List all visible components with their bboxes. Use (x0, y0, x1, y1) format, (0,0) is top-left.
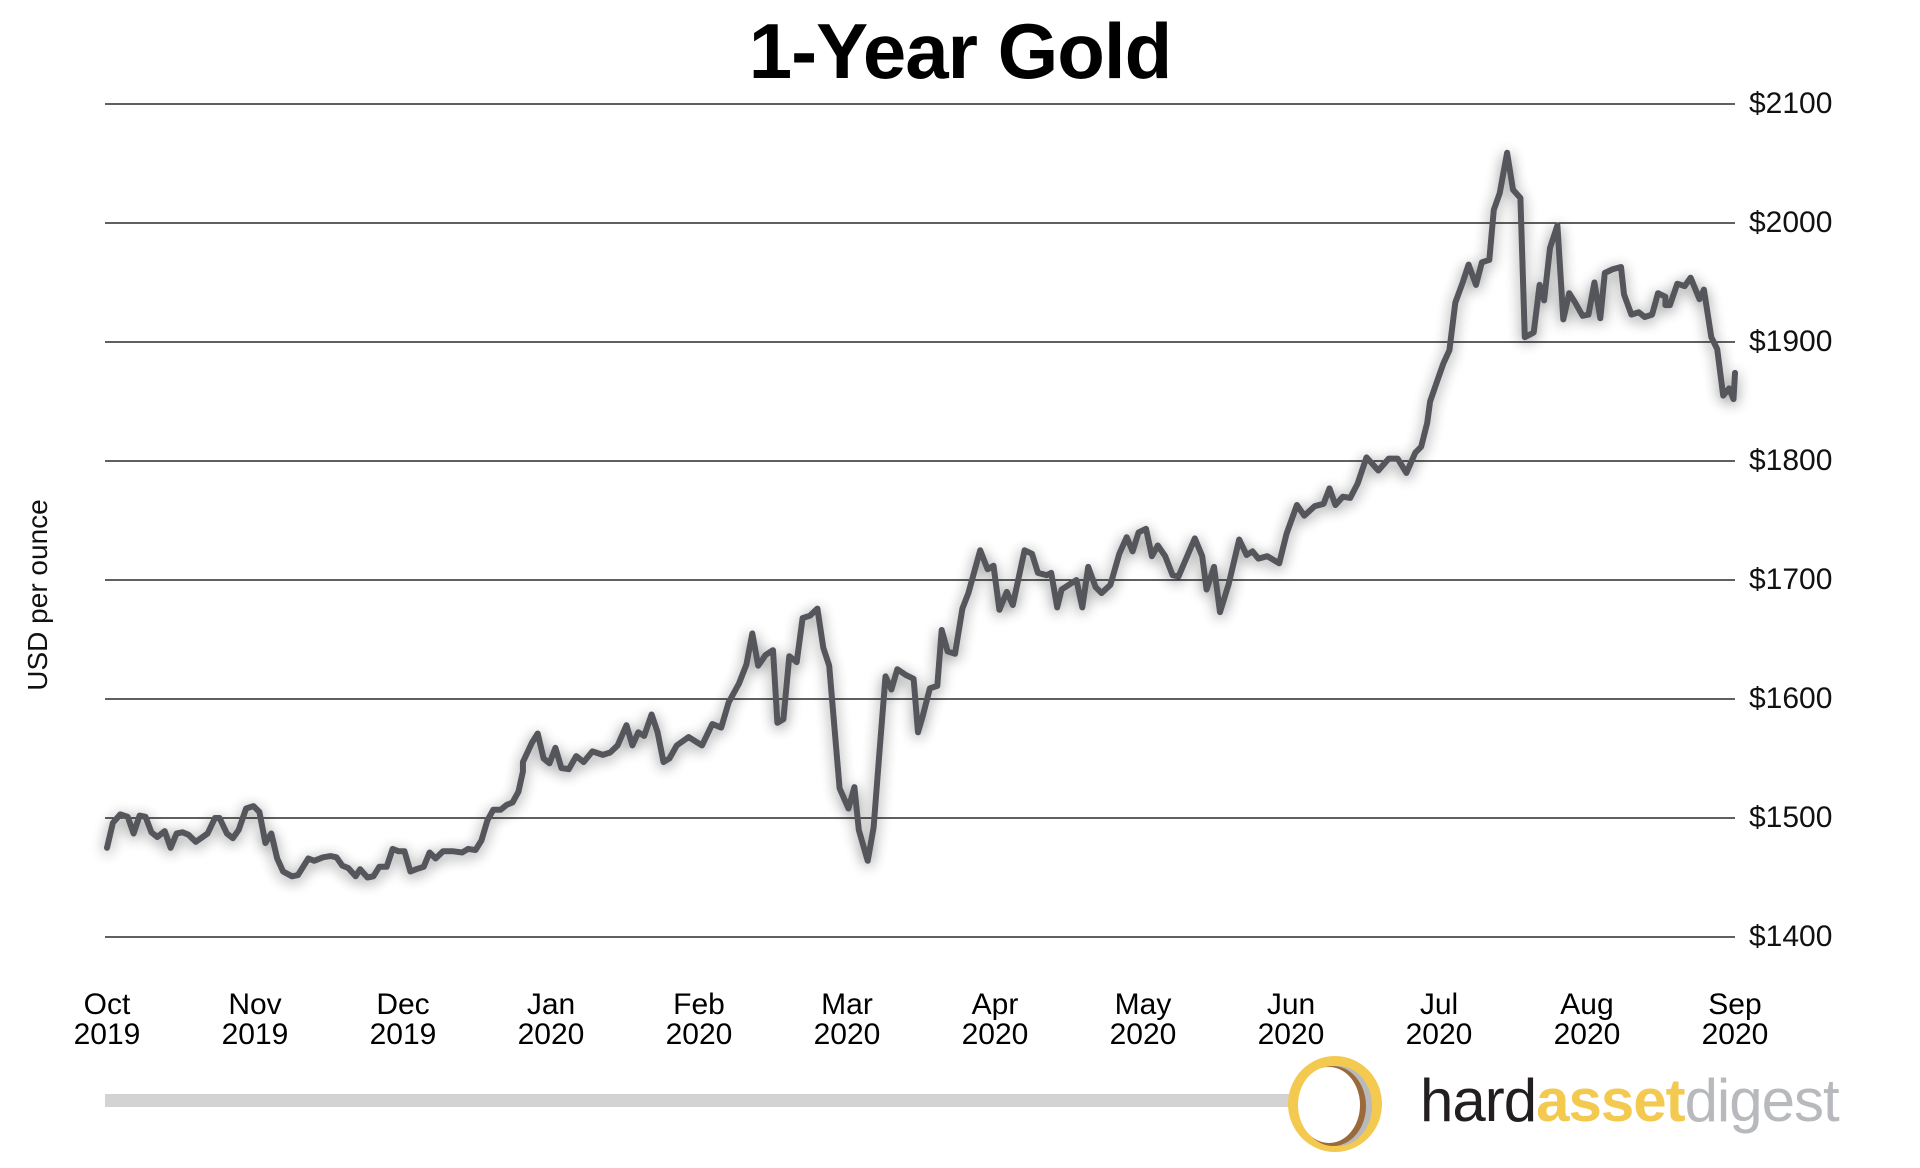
y-tick-label: $2100 (1749, 87, 1833, 120)
x-tick-year: 2020 (1701, 1018, 1769, 1051)
x-tick-label: Dec 2019 (333, 990, 473, 1050)
x-tick-label: Jul 2020 (1369, 990, 1509, 1050)
x-tick-year: 2020 (1553, 1018, 1621, 1051)
x-tick-year: 2020 (813, 1018, 881, 1051)
y-tick-label: $1900 (1749, 325, 1833, 358)
x-tick-year: 2020 (1257, 1018, 1325, 1051)
x-tick-month: Oct (83, 988, 131, 1021)
logo-text-digest: digest (1684, 1067, 1840, 1134)
x-tick-month: Mar (821, 988, 873, 1021)
x-tick-label: Nov 2019 (185, 990, 325, 1050)
x-tick-month: Apr (971, 988, 1019, 1021)
x-tick-label: May 2020 (1073, 990, 1213, 1050)
logo-wordmark: hardassetdigest (1420, 1067, 1840, 1134)
x-tick-label: Aug 2020 (1517, 990, 1657, 1050)
x-tick-month: Jan (526, 988, 576, 1021)
y-tick-label: $1600 (1749, 682, 1833, 715)
x-tick-year: 2020 (961, 1018, 1029, 1051)
gridlines (105, 103, 1735, 938)
y-tick-label: $1800 (1749, 444, 1833, 477)
logo-text-hard: hard (1420, 1067, 1537, 1134)
x-tick-label: Oct 2019 (37, 990, 177, 1050)
x-tick-month: Dec (376, 988, 430, 1021)
x-tick-year: 2019 (221, 1018, 289, 1051)
x-tick-year: 2020 (1109, 1018, 1177, 1051)
x-tick-month: Aug (1560, 988, 1614, 1021)
x-tick-year: 2020 (517, 1018, 585, 1051)
x-tick-year: 2019 (369, 1018, 437, 1051)
x-tick-year: 2019 (73, 1018, 141, 1051)
y-tick-label: $2000 (1749, 206, 1833, 239)
x-tick-label: Apr 2020 (925, 990, 1065, 1050)
x-tick-year: 2020 (1405, 1018, 1473, 1051)
x-tick-year: 2020 (665, 1018, 733, 1051)
x-tick-month: Jul (1419, 988, 1459, 1021)
x-tick-month: Sep (1708, 988, 1762, 1021)
x-tick-label: Jun 2020 (1221, 990, 1361, 1050)
gold-price-line (104, 149, 1738, 881)
x-tick-month: Nov (228, 988, 282, 1021)
y-tick-label: $1400 (1749, 920, 1833, 953)
x-tick-label: Mar 2020 (777, 990, 917, 1050)
x-tick-label: Feb 2020 (629, 990, 769, 1050)
x-tick-month: Jun (1266, 988, 1316, 1021)
logo-ring-icon (1288, 1056, 1382, 1152)
x-tick-label: Jan 2020 (481, 990, 621, 1050)
logo-text-asset: asset (1536, 1067, 1685, 1134)
y-tick-label: $1700 (1749, 563, 1833, 596)
x-tick-month: Feb (673, 988, 725, 1021)
hardassetdigest-logo: hardassetdigest (1286, 1054, 1920, 1162)
chart-title: 1-Year Gold (748, 7, 1173, 95)
x-tick-month: May (1114, 988, 1172, 1021)
y-tick-label: $1500 (1749, 801, 1833, 834)
chart-range-scrollbar[interactable] (105, 1094, 1300, 1107)
x-tick-label: Sep 2020 (1665, 990, 1805, 1050)
